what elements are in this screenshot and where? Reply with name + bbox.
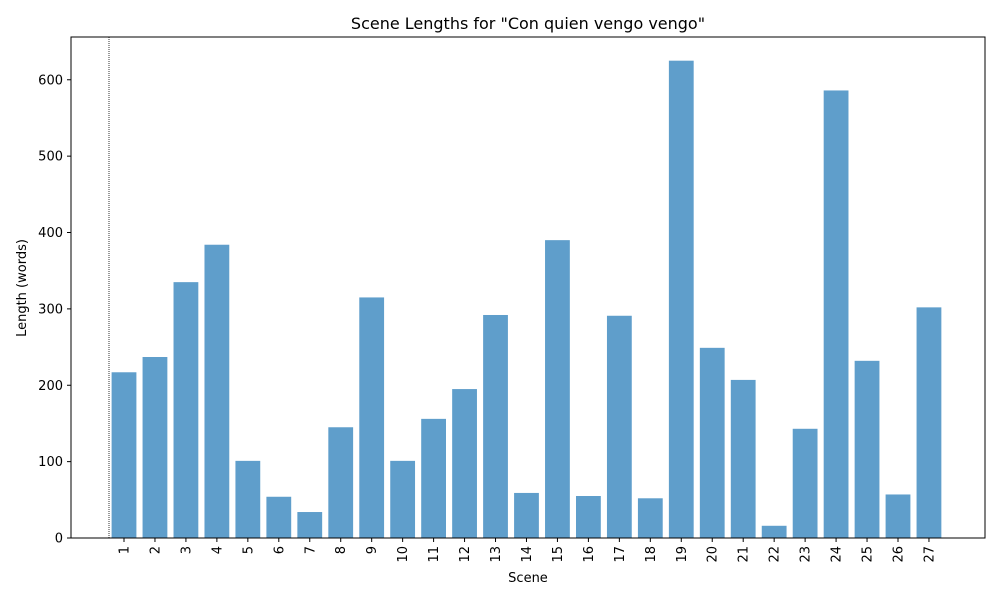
x-tick-label: 7: [303, 546, 318, 554]
bar-scene-5: [235, 460, 261, 538]
x-tick-label: 18: [644, 546, 659, 563]
bar-scene-17: [606, 315, 632, 538]
y-tick-label: 0: [55, 532, 63, 547]
x-tick-label: 21: [737, 546, 752, 563]
bar-scene-22: [761, 525, 787, 538]
bar-scene-8: [328, 427, 354, 538]
bar-scene-16: [576, 496, 601, 538]
y-tick-label: 400: [38, 226, 63, 241]
y-tick-label: 500: [38, 150, 63, 165]
bar-scene-2: [142, 357, 168, 538]
x-tick-label: 12: [458, 546, 473, 563]
y-tick-label: 100: [38, 455, 63, 470]
plot-frame: [70, 36, 986, 539]
y-tick-label: 200: [38, 379, 63, 394]
bar-scene-14: [514, 492, 539, 538]
bar-scene-7: [297, 512, 323, 538]
x-tick-label: 6: [272, 546, 287, 554]
bar-scene-9: [359, 297, 385, 538]
x-tick-label: 24: [830, 546, 845, 563]
bar-scene-26: [885, 494, 911, 538]
bars-group: [111, 60, 942, 539]
x-tick-label: 3: [179, 546, 194, 554]
bar-scene-23: [792, 428, 818, 538]
x-tick-label: 25: [861, 546, 876, 563]
y-axis-label: Length (words): [15, 239, 30, 337]
x-tick-label: 17: [613, 546, 628, 563]
x-tick-label: 10: [396, 546, 411, 563]
bar-scene-12: [452, 389, 477, 538]
x-tick-label: 4: [210, 546, 225, 554]
x-tick-label: 11: [427, 546, 442, 563]
chart-title: Scene Lengths for "Con quien vengo vengo…: [351, 14, 705, 33]
bar-scene-1: [111, 372, 137, 538]
x-tick-label: 16: [582, 546, 597, 563]
x-tick-label: 27: [922, 546, 937, 563]
x-tick-label: 26: [892, 546, 907, 563]
x-tick-label: 5: [241, 546, 256, 554]
bar-scene-3: [173, 282, 199, 538]
bar-scene-10: [390, 460, 416, 538]
x-tick-label: 15: [551, 546, 566, 563]
bar-scene-24: [823, 90, 849, 539]
bar-scene-4: [204, 244, 230, 539]
bar-scene-27: [916, 307, 942, 538]
x-tick-label: 23: [799, 546, 814, 563]
bar-scene-18: [637, 498, 663, 538]
y-tick-label: 600: [38, 73, 63, 88]
x-tick-label: 13: [489, 546, 504, 563]
y-axis: 0 100 200 300 400 500 600: [38, 73, 71, 547]
bar-scene-15: [545, 240, 570, 538]
bar-scene-20: [699, 347, 725, 538]
bar-scene-21: [730, 379, 756, 538]
x-tick-label: 9: [365, 546, 380, 554]
bar-scene-13: [483, 314, 508, 538]
x-axis-label: Scene: [508, 571, 548, 586]
x-tick-label: 14: [520, 546, 535, 563]
bar-scene-19: [668, 60, 694, 539]
bar-scene-6: [266, 496, 292, 538]
y-tick-label: 300: [38, 302, 63, 317]
x-tick-label: 1: [118, 546, 133, 554]
bar-scene-11: [421, 418, 446, 538]
bar-scene-25: [854, 360, 880, 538]
x-tick-label: 2: [148, 546, 163, 554]
x-tick-label: 19: [675, 546, 690, 563]
x-tick-label: 20: [706, 546, 721, 563]
x-tick-label: 22: [768, 546, 783, 563]
x-axis: 1 2 3 4 5 6 7 8 9 10 11 12 13 14 15 16 17 18 19 20 21 22 23 24 2…: [118, 538, 937, 563]
x-tick-label: 8: [334, 546, 349, 554]
